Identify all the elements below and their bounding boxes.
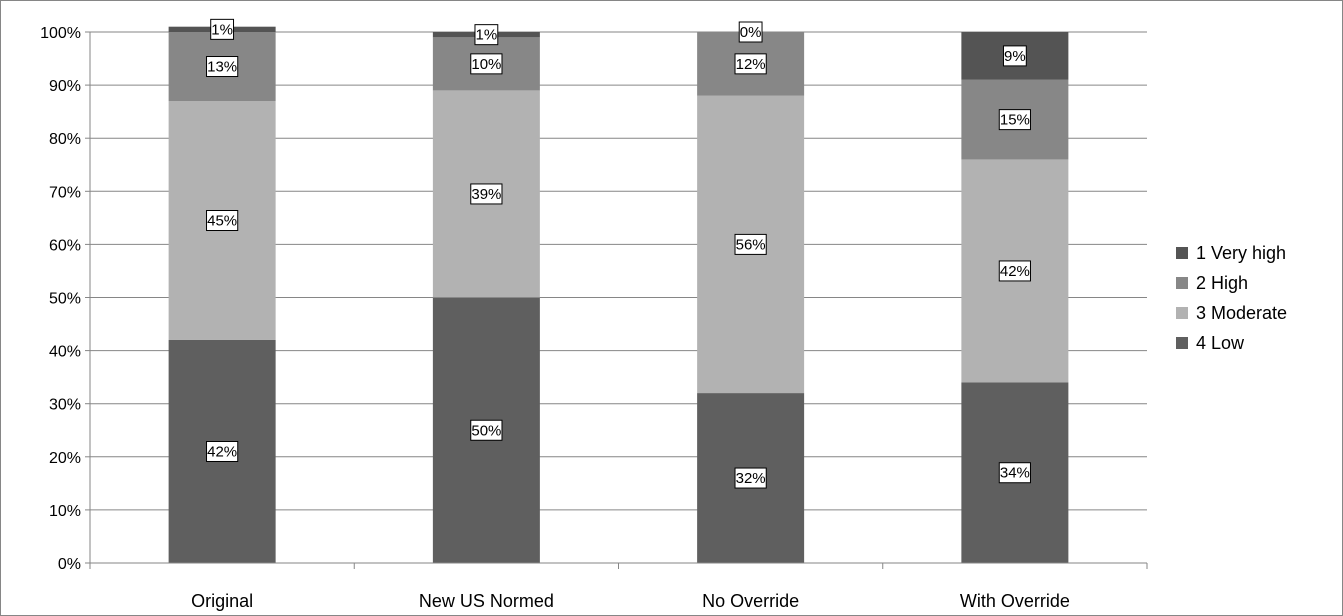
x-category-label: Original (191, 591, 253, 611)
data-label: 56% (736, 236, 766, 253)
y-tick-label: 40% (49, 344, 81, 361)
legend-swatch (1176, 307, 1188, 319)
data-label: 32% (736, 470, 766, 487)
legend-label: 1 Very high (1196, 243, 1286, 263)
y-tick-label: 70% (49, 184, 81, 201)
y-tick-label: 100% (40, 25, 81, 42)
data-label: 34% (1000, 465, 1030, 482)
x-category-label: With Override (960, 591, 1070, 611)
y-tick-label: 80% (49, 131, 81, 148)
data-label: 39% (471, 186, 501, 203)
legend-label: 2 High (1196, 273, 1248, 293)
y-tick-label: 20% (49, 450, 81, 467)
x-axis: Original New US Normed No Override With Ove… (90, 563, 1147, 611)
y-tick-label: 60% (49, 237, 81, 254)
data-label: 1% (211, 21, 233, 38)
legend-label: 3 Moderate (1196, 303, 1287, 323)
legend-swatch (1176, 247, 1188, 259)
y-tick-label: 0% (58, 556, 81, 573)
data-label: 42% (207, 443, 237, 460)
legend-label: 4 Low (1196, 333, 1245, 353)
y-tick-label: 30% (49, 397, 81, 414)
x-category-label: No Override (702, 591, 799, 611)
bars (169, 27, 1069, 563)
data-label: 1% (476, 27, 498, 44)
legend: 1 Very high 2 High 3 Moderate 4 Low (1176, 243, 1287, 353)
data-label: 10% (471, 56, 501, 73)
data-label: 42% (1000, 263, 1030, 280)
data-label: 50% (471, 422, 501, 439)
data-labels: 42% 45% 13% 1% 50% 39% 10% 1% 32% 56% 12% 0% 34% 42% 1… (207, 19, 1031, 488)
y-tick-label: 10% (49, 503, 81, 520)
data-label: 13% (207, 59, 237, 76)
legend-swatch (1176, 277, 1188, 289)
legend-swatch (1176, 337, 1188, 349)
data-label: 9% (1004, 48, 1026, 65)
y-tick-label: 90% (49, 78, 81, 95)
data-label: 45% (207, 213, 237, 230)
y-tick-label: 50% (49, 291, 81, 308)
data-label: 0% (740, 24, 762, 41)
data-label: 12% (736, 56, 766, 73)
x-category-label: New US Normed (419, 591, 554, 611)
data-label: 15% (1000, 112, 1030, 129)
y-axis: 0% 10% 20% 30% 40% 50% 60% 70% 80% 90% 100% (40, 25, 90, 573)
